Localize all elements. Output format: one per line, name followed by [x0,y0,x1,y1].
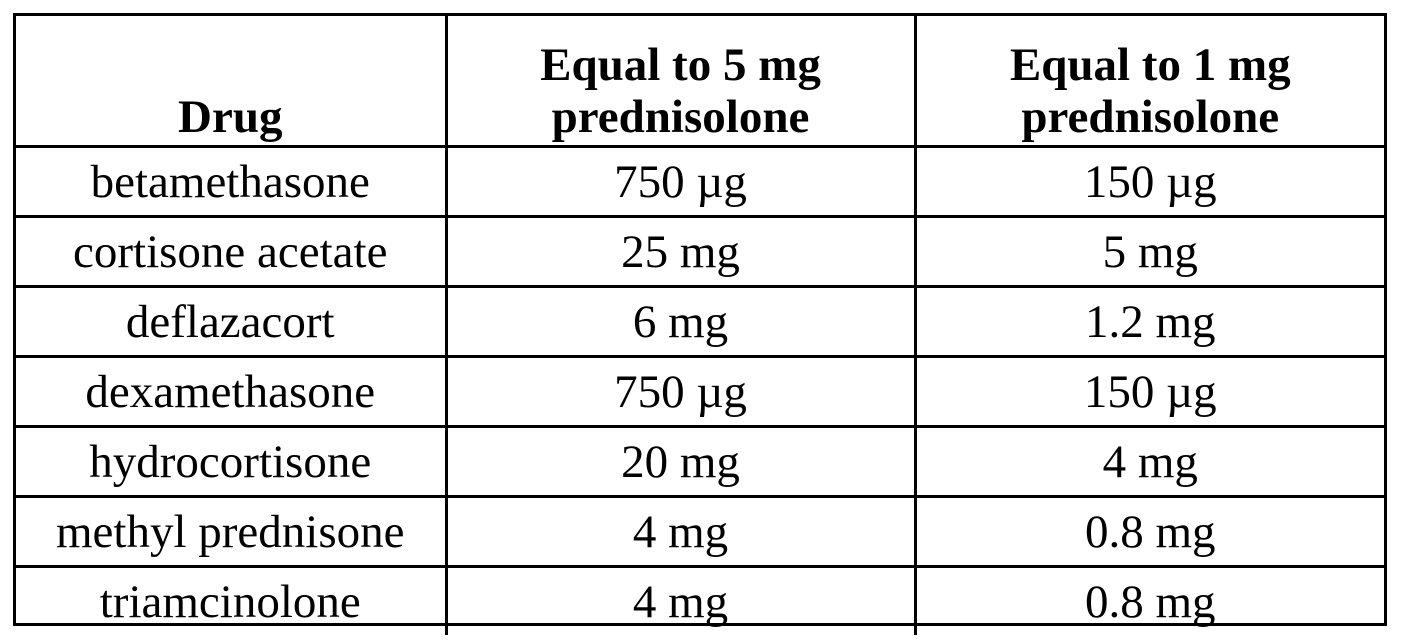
equivalence-table-frame: Drug Equal to 5 mg prednisolone Equal to… [13,13,1387,626]
dose-1mg-cell: 1.2 mg [915,287,1384,357]
dose-1mg-cell: 0.8 mg [915,567,1384,636]
corticosteroid-equivalence-table: Drug Equal to 5 mg prednisolone Equal to… [16,16,1384,635]
header-equal-5mg: Equal to 5 mg prednisolone [446,16,915,147]
header-equal-1mg-line1: Equal to 1 mg [917,39,1385,91]
dose-1mg-cell: 150 µg [915,357,1384,427]
table-row: hydrocortisone 20 mg 4 mg [16,427,1384,497]
table-row: triamcinolone 4 mg 0.8 mg [16,567,1384,636]
drug-cell: dexamethasone [16,357,446,427]
dose-1mg-cell: 5 mg [915,217,1384,287]
header-drug: Drug [16,16,446,147]
table-header: Drug Equal to 5 mg prednisolone Equal to… [16,16,1384,147]
dose-5mg-cell: 750 µg [446,357,915,427]
drug-cell: hydrocortisone [16,427,446,497]
drug-cell: deflazacort [16,287,446,357]
header-equal-1mg-line2: prednisolone [917,91,1385,143]
table-row: deflazacort 6 mg 1.2 mg [16,287,1384,357]
dose-5mg-cell: 750 µg [446,147,915,217]
drug-cell: cortisone acetate [16,217,446,287]
drug-cell: methyl prednisone [16,497,446,567]
dose-5mg-cell: 6 mg [446,287,915,357]
header-row: Drug Equal to 5 mg prednisolone Equal to… [16,16,1384,147]
table-row: cortisone acetate 25 mg 5 mg [16,217,1384,287]
dose-1mg-cell: 0.8 mg [915,497,1384,567]
dose-5mg-cell: 20 mg [446,427,915,497]
table-row: methyl prednisone 4 mg 0.8 mg [16,497,1384,567]
dose-5mg-cell: 4 mg [446,497,915,567]
dose-1mg-cell: 150 µg [915,147,1384,217]
table-row: betamethasone 750 µg 150 µg [16,147,1384,217]
header-equal-5mg-line1: Equal to 5 mg [448,39,914,91]
table-body: betamethasone 750 µg 150 µg cortisone ac… [16,147,1384,636]
table-row: dexamethasone 750 µg 150 µg [16,357,1384,427]
drug-cell: betamethasone [16,147,446,217]
dose-5mg-cell: 4 mg [446,567,915,636]
dose-1mg-cell: 4 mg [915,427,1384,497]
dose-5mg-cell: 25 mg [446,217,915,287]
header-equal-1mg: Equal to 1 mg prednisolone [915,16,1384,147]
header-drug-text: Drug [16,91,445,143]
drug-cell: triamcinolone [16,567,446,636]
header-equal-5mg-line2: prednisolone [448,91,914,143]
